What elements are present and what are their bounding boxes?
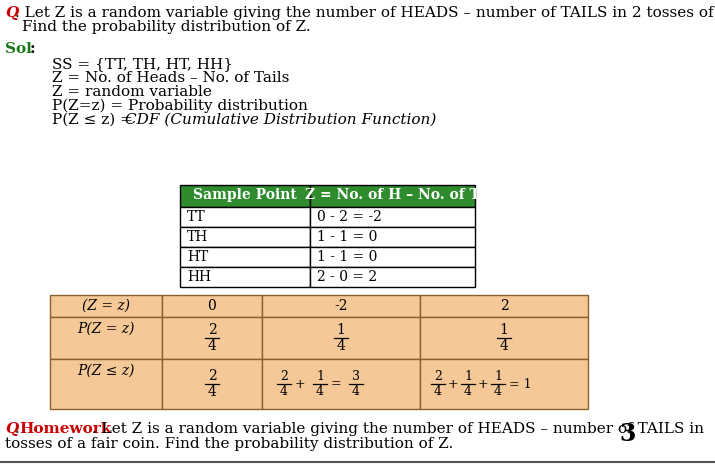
Bar [420,317,588,359]
Text: 1: 1 [316,370,324,383]
Text: 1: 1 [337,323,345,337]
Text: :: : [30,42,36,56]
Text: (Z = z): (Z = z) [82,299,130,313]
Text: P(Z ≤ z) =: P(Z ≤ z) = [52,113,138,127]
Bar [180,267,310,287]
Bar [420,359,588,409]
Bar [162,317,262,359]
Text: +: + [478,378,488,390]
Bar [310,185,475,207]
Text: 4: 4 [316,385,324,398]
Text: Sample Point: Sample Point [193,188,297,202]
Text: 2: 2 [434,370,442,383]
Text: SS = {TT, TH, HT, HH}: SS = {TT, TH, HT, HH} [52,57,233,71]
Text: 3: 3 [352,370,360,383]
Bar [180,185,310,207]
Text: 1: 1 [500,323,508,337]
Bar [420,295,588,317]
Text: Find the probability distribution of Z.: Find the probability distribution of Z. [22,20,310,34]
Text: TT: TT [187,210,206,224]
Text: Homework: Homework [19,422,112,436]
Text: 2: 2 [280,370,288,383]
Text: 2: 2 [207,323,217,337]
Text: P(Z=z) = Probability distribution: P(Z=z) = Probability distribution [52,99,308,113]
Text: tosses of a fair coin. Find the probability distribution of Z.: tosses of a fair coin. Find the probabil… [5,437,453,451]
Text: Sol: Sol [5,42,32,56]
Text: 4: 4 [337,339,345,353]
Text: 3: 3 [619,422,636,446]
Bar [262,295,420,317]
Text: Z = No. of Heads – No. of Tails: Z = No. of Heads – No. of Tails [52,71,290,85]
Text: 4: 4 [352,385,360,398]
Text: Z = random variable: Z = random variable [52,85,212,99]
Text: 4: 4 [464,385,472,398]
Text: 1 - 1 = 0: 1 - 1 = 0 [317,230,378,244]
Text: 1 - 1 = 0: 1 - 1 = 0 [317,250,378,264]
Text: =: = [330,378,341,390]
Text: +: + [448,378,458,390]
Text: 1: 1 [494,370,502,383]
Text: 4: 4 [207,385,217,399]
Text: 0 - 2 = -2: 0 - 2 = -2 [317,210,382,224]
Text: 4: 4 [494,385,502,398]
Text: 2 - 0 = 2: 2 - 0 = 2 [317,270,377,284]
Bar [262,317,420,359]
Bar [162,359,262,409]
Text: 4: 4 [500,339,508,353]
Bar [50,359,162,409]
Text: TH: TH [187,230,208,244]
Bar [162,295,262,317]
Bar [310,247,475,267]
Text: 2: 2 [500,299,508,313]
Text: Z = No. of H – No. of T: Z = No. of H – No. of T [305,188,480,202]
Text: HT: HT [187,250,208,264]
Bar [180,227,310,247]
Text: +: + [295,378,305,390]
Text: HH: HH [187,270,211,284]
Text: 1: 1 [464,370,472,383]
Text: . Let Z is a random variable giving the number of HEADS – number of TAILS in 2 t: . Let Z is a random variable giving the … [15,6,715,20]
Bar [50,317,162,359]
Bar [310,207,475,227]
Text: = 1: = 1 [508,378,531,390]
Text: Q: Q [5,6,19,20]
Bar [50,295,162,317]
Text: P(Z = z): P(Z = z) [77,322,134,336]
Text: .: . [15,422,24,436]
Bar [310,267,475,287]
Text: 0: 0 [207,299,217,313]
Text: Q: Q [5,422,19,436]
Text: -2: -2 [334,299,347,313]
Text: 4: 4 [434,385,442,398]
Bar [180,247,310,267]
Text: P(Z ≤ z): P(Z ≤ z) [77,364,134,378]
Text: . Let Z is a random variable giving the number of HEADS – number of TAILS in: . Let Z is a random variable giving the … [92,422,709,436]
Bar [310,227,475,247]
Text: 2: 2 [207,369,217,383]
Text: 4: 4 [280,385,288,398]
Text: 4: 4 [207,339,217,353]
Bar [180,207,310,227]
Text: CDF (Cumulative Distribution Function): CDF (Cumulative Distribution Function) [125,113,436,127]
Bar [262,359,420,409]
